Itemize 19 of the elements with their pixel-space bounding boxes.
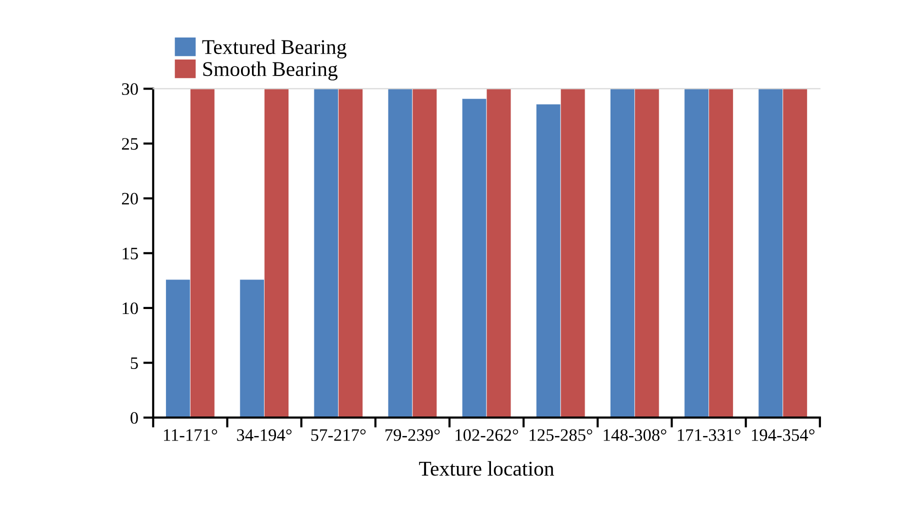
legend-label: Smooth Bearing bbox=[203, 61, 338, 80]
y-tick-label: 15 bbox=[122, 248, 138, 260]
y-tick-label: 20 bbox=[122, 192, 138, 205]
x-tick-label: 102-262° bbox=[456, 429, 518, 441]
x-tick-label: 171-331° bbox=[678, 429, 740, 441]
y-tick-label: 30 bbox=[122, 83, 138, 95]
x-tick-label: 148-308° bbox=[604, 429, 666, 441]
y-tick-label: 10 bbox=[122, 302, 138, 314]
y-tick-label: 5 bbox=[130, 357, 138, 369]
x-tick-label: 194-354° bbox=[752, 429, 814, 441]
y-tick-label: 25 bbox=[122, 138, 138, 150]
x-tick-label: 34-194° bbox=[237, 429, 292, 441]
x-tick-label: 125-285° bbox=[530, 429, 592, 441]
legend-label: Textured Bearing bbox=[202, 39, 346, 58]
y-tick-label: 0 bbox=[130, 412, 138, 424]
x-tick-label: 79-239° bbox=[386, 429, 440, 441]
x-axis-title: Texture location bbox=[419, 461, 554, 476]
x-tick-label: 57-217° bbox=[311, 429, 366, 441]
x-tick-label: 11-171° bbox=[164, 429, 218, 441]
